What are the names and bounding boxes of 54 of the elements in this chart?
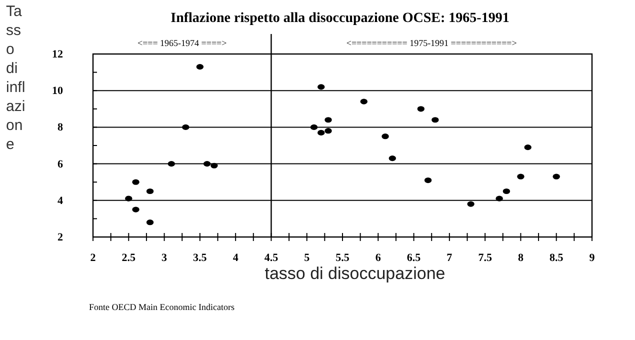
point (203, 161, 211, 167)
point (318, 130, 325, 136)
y-tick-label: 6 (58, 158, 64, 170)
y-tick-label: 4 (58, 194, 64, 207)
text: <=========== 1975-1991 ============> (346, 38, 517, 48)
y-axis-title: Tasso di inflazione (6, 2, 26, 154)
x-tick-label: 4.5 (264, 252, 279, 264)
point (324, 128, 332, 134)
point (360, 98, 368, 104)
x-axis-title: tasso di disoccupazione (264, 264, 446, 283)
point (524, 144, 532, 150)
point (182, 124, 190, 130)
chart-title: Inflazione rispetto alla disoccupazione OCSE: 1965-1991 (170, 11, 510, 26)
x-tick-label: 5 (304, 252, 310, 264)
x-tick-label: 8.5 (549, 252, 564, 264)
y-tick-label: 2 (58, 232, 64, 244)
x-tick-label: 6 (375, 252, 382, 264)
point (146, 220, 154, 226)
x-tick-label: 2 (90, 252, 96, 264)
point (318, 84, 325, 90)
point (125, 196, 132, 202)
y-tick-label: 10 (52, 85, 64, 98)
point (424, 177, 432, 184)
point (132, 179, 140, 185)
x-tick-label: 7.5 (478, 252, 492, 264)
point (417, 106, 425, 112)
point (467, 201, 474, 207)
point (517, 174, 524, 180)
x-tick-label: 2.5 (122, 252, 136, 264)
x-tick-label: 7 (446, 252, 453, 264)
y-tick-label: 8 (58, 122, 64, 134)
point (382, 134, 389, 140)
source-note: Fonte OECD Main Economic Indicators (89, 302, 235, 312)
point (324, 117, 332, 123)
x-tick-label: 6.5 (406, 252, 422, 264)
point (432, 117, 439, 123)
point (146, 188, 154, 194)
point (168, 161, 176, 167)
x-tick-label: 3.5 (193, 252, 208, 264)
point (388, 156, 396, 162)
x-tick-label: 4 (232, 252, 239, 264)
point (502, 188, 510, 194)
point (496, 196, 503, 202)
x-tick-label: 9 (589, 252, 596, 264)
x-tick-label: 8 (518, 252, 524, 264)
x-tick-label: 5.5 (336, 252, 350, 264)
point (310, 124, 318, 130)
text: <=== 1965-1974 ====> (138, 38, 227, 48)
point (210, 162, 218, 168)
point (132, 206, 140, 212)
point (552, 174, 560, 180)
x-tick-label: 3 (162, 252, 168, 264)
y-tick-label: 12 (52, 48, 64, 61)
point (196, 64, 204, 70)
